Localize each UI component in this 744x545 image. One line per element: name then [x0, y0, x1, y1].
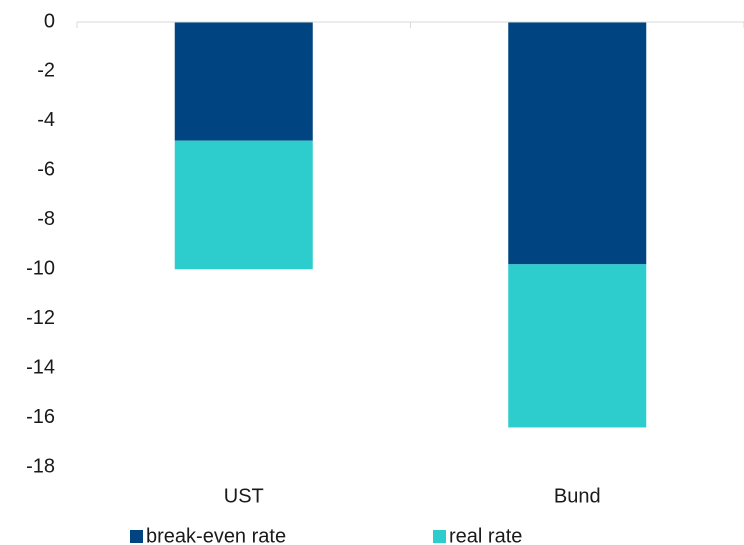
y-tick-label: -18: [26, 455, 55, 477]
y-tick-label: -2: [37, 60, 55, 82]
legend-label: real rate: [449, 525, 522, 545]
y-tick-label: -16: [26, 406, 55, 428]
bar-segment: [508, 22, 647, 265]
legend-label: break-even rate: [146, 525, 286, 545]
x-tick-label: UST: [224, 485, 264, 507]
y-tick-label: -6: [37, 159, 55, 181]
y-tick-label: -8: [37, 208, 55, 230]
y-tick-label: -10: [26, 258, 55, 280]
bar-segment: [174, 22, 313, 141]
y-tick-label: -4: [37, 109, 55, 131]
y-tick-label: -14: [26, 356, 55, 378]
legend-swatch: [433, 530, 446, 543]
y-tick-label: 0: [44, 10, 55, 32]
bar-segment: [508, 264, 647, 428]
x-tick-label: Bund: [554, 485, 601, 507]
legend-swatch: [130, 530, 143, 543]
bar-segment: [174, 140, 313, 270]
y-tick-label: -12: [26, 307, 55, 329]
